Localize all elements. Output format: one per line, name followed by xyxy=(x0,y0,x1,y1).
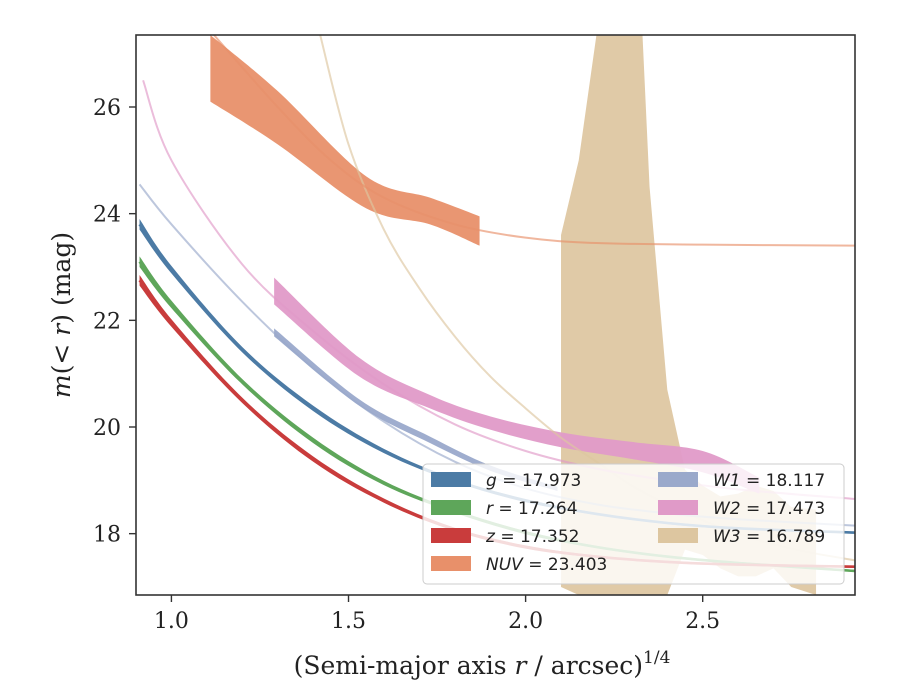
legend-entry-r: r = 17.264 xyxy=(486,499,578,519)
legend-swatch-nuv xyxy=(431,556,471,571)
legend-box xyxy=(422,463,845,585)
y-tick-label: 22 xyxy=(93,309,121,334)
y-axis-label-m: m xyxy=(47,374,76,398)
legend-entry-nuv: NUV = 23.403 xyxy=(486,555,607,575)
legend: g = 17.973 r = 17.264 z = 17.352 NUV = 2… xyxy=(422,463,845,585)
model-curve-nuv xyxy=(213,35,855,247)
y-axis-label-close: ) (mag) xyxy=(47,232,76,324)
y-tick-label: 20 xyxy=(93,416,121,441)
legend-entry-z: z = 17.352 xyxy=(485,527,579,547)
x-axis-label: (Semi-major axis r / arcsec)1/4 xyxy=(294,648,671,680)
x-axis-label-unit: / arcsec) xyxy=(526,651,643,680)
legend-swatch-g xyxy=(431,472,471,487)
legend-entry-g: g = 17.973 xyxy=(486,471,581,491)
x-axis-label-main: (Semi-major axis xyxy=(294,651,515,680)
x-tick-label: 2.5 xyxy=(685,609,720,634)
y-tick-label: 18 xyxy=(93,523,121,548)
x-axis-label-exponent: 1/4 xyxy=(643,648,670,668)
legend-entry-w1: W1 = 18.117 xyxy=(713,471,825,491)
x-axis-label-var: r xyxy=(515,651,529,680)
y-axis-label: m(< r) (mag) xyxy=(47,232,76,398)
plot-frame xyxy=(135,34,856,596)
x-tick-label: 2.0 xyxy=(508,609,543,634)
legend-swatch-w3 xyxy=(658,528,698,543)
legend-swatch-z xyxy=(431,528,471,543)
legend-entry-w3: W3 = 16.789 xyxy=(713,527,825,547)
x-axis-ticks: 1.0 1.5 2.0 2.5 xyxy=(154,595,720,634)
legend-swatch-r xyxy=(431,500,471,515)
legend-swatch-w2 xyxy=(658,500,698,515)
y-tick-label: 24 xyxy=(93,203,121,228)
y-axis-label-r: r xyxy=(47,322,76,336)
y-axis-label-open: (< xyxy=(47,336,76,375)
y-tick-label: 26 xyxy=(93,96,121,121)
legend-swatch-w1 xyxy=(658,472,698,487)
x-tick-label: 1.5 xyxy=(331,609,366,634)
legend-entry-w2: W2 = 17.473 xyxy=(713,499,825,519)
y-axis-ticks: 18 20 22 24 26 xyxy=(93,96,136,548)
x-tick-label: 1.0 xyxy=(154,609,189,634)
